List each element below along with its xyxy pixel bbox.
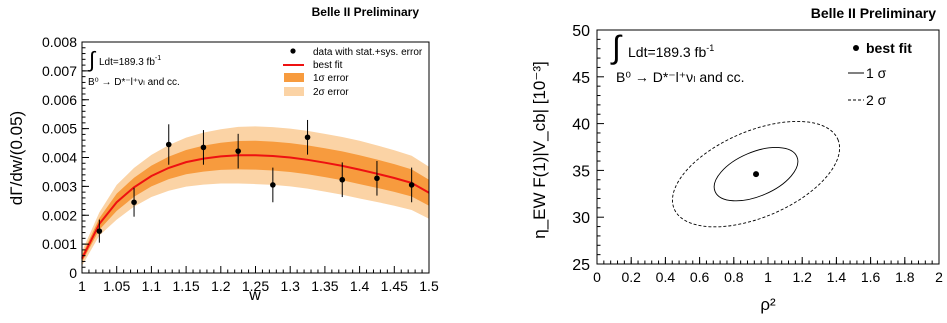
- left-integral-symbol: ∫: [87, 47, 97, 72]
- data-point: [96, 228, 103, 234]
- y-tick-label: 0.003: [42, 178, 77, 194]
- y-tick-label: 25: [572, 257, 590, 274]
- data-point: [235, 148, 241, 154]
- contour-2sigma: [672, 120, 841, 228]
- y-tick-label: 0.008: [42, 34, 77, 50]
- x-tick-label: 1.4: [827, 269, 847, 285]
- y-tick-label: 35: [572, 163, 590, 180]
- x-tick-label: 1.2: [211, 278, 231, 294]
- legend-data-label: data with stat.+sys. error: [313, 47, 423, 58]
- left-lumi-label: Ldt=189.3 fb-1: [99, 55, 161, 68]
- legend-1sigma-label: 1σ error: [313, 73, 349, 84]
- data-point: [270, 182, 276, 188]
- y-tick-label: 0.005: [42, 121, 77, 137]
- x-tick-label: 1.3: [280, 278, 300, 294]
- right-chart: Belle II Preliminary 0 0.2 0.4 0.6 0.8 1 1.2 1.…: [530, 5, 943, 314]
- legend-2sigma-label: 2σ error: [313, 87, 349, 98]
- best-fit-point: [753, 171, 760, 178]
- legend-fit-label: best fit: [313, 60, 343, 71]
- right-lumi-label: Ldt=189.3 fb-1: [628, 43, 714, 60]
- left-data-points: [96, 119, 415, 243]
- right-x-ticks: 0 0.2 0.4 0.6 0.8 1 1.2 1.4 1.6 1.8 2: [593, 257, 943, 285]
- x-tick-label: 1.15: [172, 278, 199, 294]
- legend-2sigma-swatch: [284, 87, 304, 96]
- left-chart-title: Belle II Preliminary: [312, 5, 420, 19]
- right-plot-frame: [596, 29, 940, 265]
- data-point: [304, 134, 311, 141]
- left-x-ticks: 1 1.05 1.1 1.15 1.2 1.25 1.3 1.35 1.4 1.45 1.5: [78, 266, 439, 294]
- y-tick-label: 45: [572, 70, 590, 87]
- left-chart: Belle II Preliminary 1 1.05 1.1 1.15 1.2 1.25…: [7, 5, 439, 304]
- x-tick-label: 1.8: [895, 269, 915, 285]
- x-tick-label: 0.2: [621, 269, 641, 285]
- legend-bestfit-label: best fit: [866, 40, 912, 56]
- y-tick-label: 50: [572, 23, 590, 40]
- right-decay-label: B⁰ → D*⁻l⁺νₗ and cc.: [616, 69, 745, 85]
- legend-2sigma-label: 2 σ: [866, 92, 887, 108]
- x-tick-label: 1.05: [103, 278, 130, 294]
- left-y-ticks: 0 0.001 0.002 0.003 0.004 0.005 0.006 0.007 0.00…: [42, 34, 89, 281]
- x-tick-label: 1.25: [242, 278, 269, 294]
- legend-bestfit-marker: [853, 45, 859, 51]
- x-tick-label: 1: [78, 278, 86, 294]
- y-tick-label: 40: [572, 117, 590, 134]
- left-y-axis-label: dΓ/dw/(0.05): [7, 111, 26, 205]
- data-point: [374, 175, 380, 182]
- left-legend: data with stat.+sys. error best fit 1σ e…: [283, 47, 423, 98]
- right-integral-symbol: ∫: [610, 29, 623, 65]
- data-point: [339, 176, 346, 183]
- legend-1sigma-label: 1 σ: [866, 65, 887, 81]
- contour-1sigma: [713, 147, 799, 202]
- x-tick-label: 1.4: [350, 278, 370, 294]
- y-tick-label: 0.007: [42, 63, 77, 79]
- data-point: [131, 199, 137, 206]
- x-tick-label: 1.35: [311, 278, 338, 294]
- x-tick-label: 1.2: [792, 269, 812, 285]
- y-tick-label: 0: [69, 265, 77, 281]
- right-y-axis-label: η_EW F(1)|V_cb| [10⁻³]: [530, 61, 549, 238]
- y-tick-label: 0.006: [42, 92, 77, 108]
- x-tick-label: 1.6: [861, 269, 881, 285]
- x-tick-label: 0.8: [724, 269, 744, 285]
- best-fit-curve: [81, 154, 430, 260]
- right-chart-title: Belle II Preliminary: [811, 5, 936, 21]
- y-tick-label: 0.002: [42, 207, 77, 223]
- y-tick-label: 0.004: [42, 150, 77, 166]
- x-tick-label: 0.4: [656, 269, 676, 285]
- legend-1sigma-swatch: [284, 73, 304, 82]
- x-tick-label: 2: [935, 269, 943, 285]
- data-point: [165, 141, 172, 148]
- left-fit-line: [81, 154, 430, 260]
- data-point: [408, 182, 415, 188]
- x-tick-label: 1.1: [142, 278, 162, 294]
- right-x-axis-label: ρ²: [760, 295, 776, 314]
- legend-data-marker: [290, 48, 296, 54]
- x-tick-label: 1.45: [381, 278, 408, 294]
- x-tick-label: 0: [593, 269, 601, 285]
- y-tick-label: 0.001: [42, 236, 77, 252]
- x-tick-label: 1.5: [419, 278, 439, 294]
- data-point: [200, 144, 207, 151]
- x-tick-label: 0.6: [690, 269, 710, 285]
- left-x-axis-label: w: [248, 287, 261, 304]
- right-legend: best fit 1 σ 2 σ: [848, 40, 912, 108]
- left-decay-label: B⁰ → D*⁻l⁺νₗ and cc.: [88, 77, 180, 88]
- y-tick-label: 30: [572, 210, 590, 227]
- right-y-ticks: 25 30 35 40 45 50: [572, 23, 604, 274]
- x-tick-label: 1: [764, 269, 772, 285]
- right-contours: [672, 120, 841, 228]
